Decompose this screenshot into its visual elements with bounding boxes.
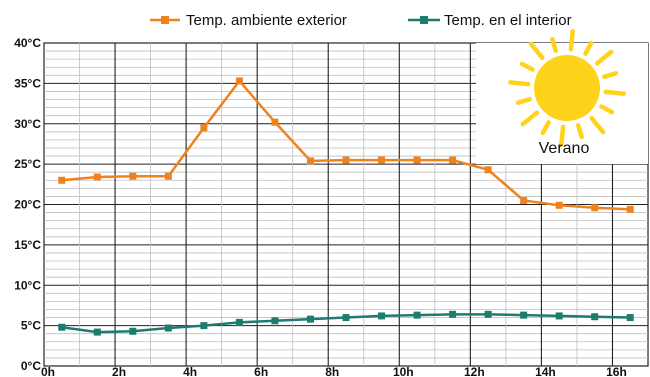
data-point (449, 156, 457, 164)
data-point (378, 312, 386, 320)
summer-annotation: Verano (476, 29, 648, 164)
series-exterior (58, 77, 634, 213)
data-point (271, 118, 279, 126)
sun-ray (594, 49, 614, 66)
y-tick-label: 25°C (14, 157, 41, 171)
data-point (306, 315, 314, 323)
sun-disc (534, 55, 600, 121)
grid (43, 42, 649, 367)
x-tick-label: 2h (112, 365, 126, 377)
data-point (271, 317, 279, 325)
data-point (164, 172, 172, 180)
series-interior (58, 310, 634, 336)
legend-item-exterior: Temp. ambiente exterior (150, 12, 347, 29)
sun-ray (540, 120, 551, 136)
data-point (235, 77, 243, 85)
x-tick-label: 12h (464, 365, 485, 377)
data-point (413, 311, 421, 319)
data-point (129, 327, 137, 335)
sun-ray (550, 36, 558, 53)
data-point (58, 323, 66, 331)
data-point (235, 318, 243, 326)
data-point (164, 324, 172, 332)
sun-ray (576, 123, 584, 140)
data-point (342, 314, 350, 322)
sun-icon (508, 29, 626, 147)
x-tick-label: 0h (41, 365, 55, 377)
x-tick-label: 10h (393, 365, 414, 377)
data-point (484, 310, 492, 318)
sun-ray (559, 124, 566, 147)
sun-ray (599, 104, 615, 115)
data-point (306, 157, 314, 165)
y-tick-label: 15°C (14, 238, 41, 252)
data-point (93, 173, 101, 181)
data-point (555, 312, 563, 320)
legend: Temp. ambiente exterior Temp. en el inte… (150, 12, 572, 29)
legend-item-interior: Temp. en el interior (408, 12, 572, 29)
sun-ray (519, 61, 535, 72)
y-tick-label: 10°C (14, 278, 41, 292)
legend-label-interior: Temp. en el interior (444, 12, 572, 29)
y-tick-label: 0°C (21, 359, 41, 373)
data-point (58, 176, 66, 184)
x-tick-label: 16h (606, 365, 627, 377)
sun-ray (568, 29, 575, 52)
data-point (520, 196, 528, 204)
data-point (626, 205, 634, 213)
sun-ray (603, 89, 626, 96)
sun-ray (583, 40, 594, 56)
x-tick-label: 8h (325, 365, 339, 377)
x-axis-labels: 0h 2h 4h 6h 8h 10h 12h 14h 16h (41, 365, 627, 377)
data-point (484, 166, 492, 174)
sun-ray (520, 110, 540, 127)
data-point (200, 322, 208, 330)
x-tick-label: 6h (254, 365, 268, 377)
x-tick-label: 4h (183, 365, 197, 377)
sun-ray (515, 97, 532, 105)
x-tick-label: 14h (535, 365, 556, 377)
sun-ray (589, 115, 606, 135)
data-point (413, 156, 421, 164)
data-point (200, 124, 208, 132)
y-tick-label: 5°C (21, 319, 41, 333)
y-axis-labels: 0°C 5°C 10°C 15°C 20°C 25°C 30°C 35°C 40°C (14, 36, 41, 373)
data-point (449, 310, 457, 318)
data-point (129, 172, 137, 180)
data-point (342, 156, 350, 164)
series-layer (58, 77, 634, 336)
y-tick-label: 30°C (14, 117, 41, 131)
data-point (591, 204, 599, 212)
data-point (591, 313, 599, 321)
annotation-caption: Verano (539, 140, 590, 157)
legend-label-exterior: Temp. ambiente exterior (186, 12, 347, 29)
sun-ray (528, 41, 545, 61)
data-point (555, 201, 563, 209)
data-point (93, 328, 101, 336)
data-point (378, 156, 386, 164)
sun-ray (508, 80, 531, 87)
y-tick-label: 35°C (14, 76, 41, 90)
y-tick-label: 20°C (14, 198, 41, 212)
sun-ray (602, 71, 619, 79)
data-point (626, 314, 634, 322)
data-point (520, 311, 528, 319)
y-tick-label: 40°C (14, 36, 41, 50)
